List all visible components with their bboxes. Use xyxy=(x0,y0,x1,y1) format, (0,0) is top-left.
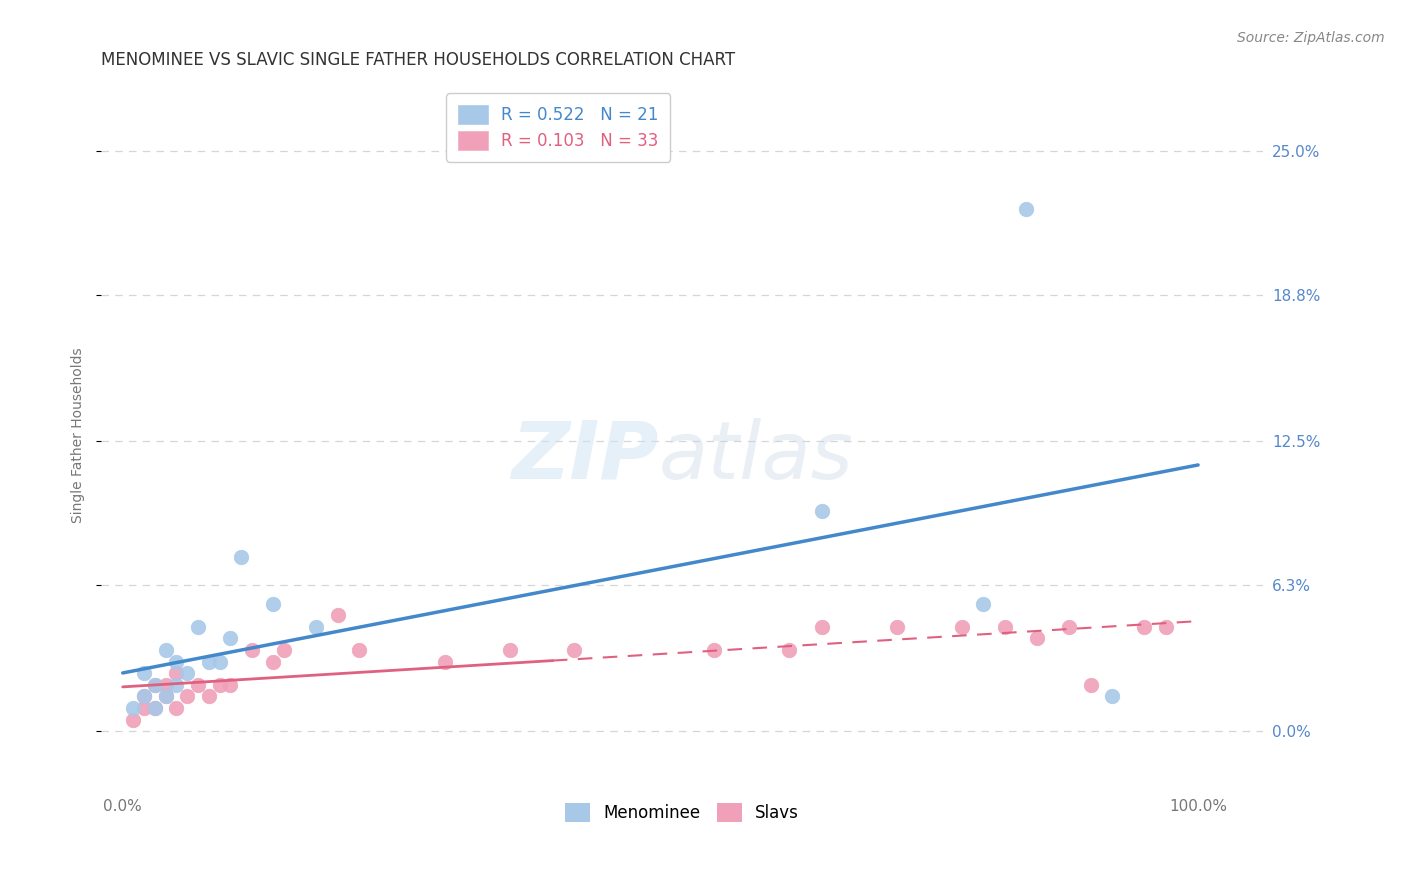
Point xyxy=(262,597,284,611)
Point xyxy=(208,655,231,669)
Point xyxy=(1080,678,1102,692)
Point xyxy=(219,632,242,646)
Point xyxy=(564,643,586,657)
Point xyxy=(219,678,242,692)
Point xyxy=(143,678,166,692)
Point xyxy=(1101,690,1123,704)
Text: MENOMINEE VS SLAVIC SINGLE FATHER HOUSEHOLDS CORRELATION CHART: MENOMINEE VS SLAVIC SINGLE FATHER HOUSEH… xyxy=(101,51,735,69)
Point xyxy=(778,643,800,657)
Point xyxy=(134,690,156,704)
Point xyxy=(305,620,328,634)
Point xyxy=(143,701,166,715)
Point xyxy=(1154,620,1177,634)
Text: atlas: atlas xyxy=(658,417,853,496)
Point xyxy=(155,643,177,657)
Point xyxy=(122,701,145,715)
Point xyxy=(810,620,832,634)
Point xyxy=(143,678,166,692)
Point xyxy=(972,597,994,611)
Point xyxy=(810,504,832,518)
Point xyxy=(166,678,188,692)
Point xyxy=(187,620,209,634)
Point xyxy=(187,678,209,692)
Point xyxy=(134,666,156,681)
Y-axis label: Single Father Households: Single Father Households xyxy=(72,348,86,523)
Point xyxy=(122,713,145,727)
Point xyxy=(326,608,349,623)
Point xyxy=(703,643,725,657)
Point xyxy=(143,701,166,715)
Legend: Menominee, Slavs: Menominee, Slavs xyxy=(553,791,811,834)
Point xyxy=(166,701,188,715)
Point xyxy=(134,690,156,704)
Point xyxy=(993,620,1015,634)
Point xyxy=(1025,632,1047,646)
Point xyxy=(166,666,188,681)
Point xyxy=(155,690,177,704)
Point xyxy=(197,690,219,704)
Point xyxy=(262,655,284,669)
Point xyxy=(208,678,231,692)
Point xyxy=(434,655,457,669)
Point xyxy=(176,666,198,681)
Text: Source: ZipAtlas.com: Source: ZipAtlas.com xyxy=(1237,31,1385,45)
Point xyxy=(240,643,263,657)
Point xyxy=(950,620,973,634)
Point xyxy=(155,690,177,704)
Point xyxy=(886,620,908,634)
Point xyxy=(349,643,371,657)
Point xyxy=(229,550,252,565)
Point xyxy=(166,655,188,669)
Point xyxy=(1133,620,1156,634)
Point xyxy=(134,701,156,715)
Point xyxy=(1057,620,1080,634)
Text: ZIP: ZIP xyxy=(512,417,658,496)
Point xyxy=(197,655,219,669)
Point xyxy=(155,678,177,692)
Point xyxy=(499,643,522,657)
Point xyxy=(1015,202,1038,216)
Point xyxy=(273,643,295,657)
Point xyxy=(176,690,198,704)
